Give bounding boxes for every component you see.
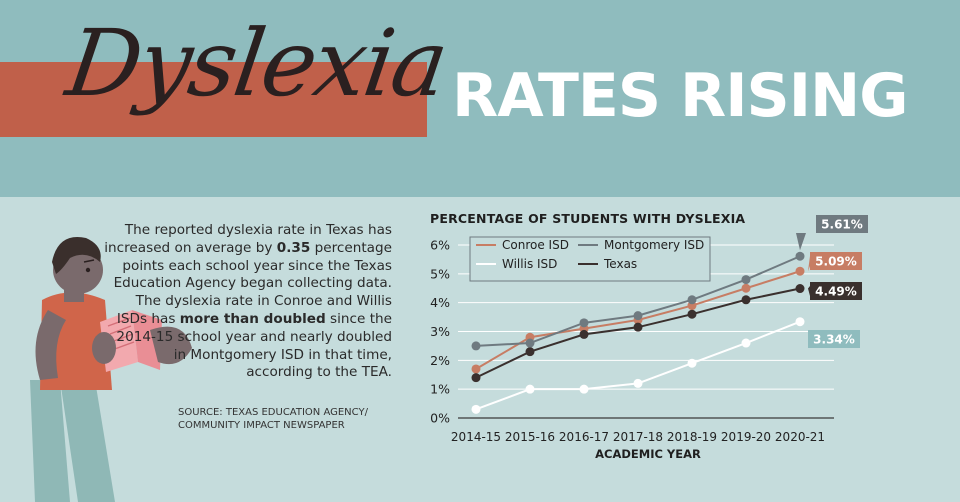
- value-callout: [816, 215, 868, 233]
- x-tick-label: 2019-20: [721, 430, 771, 444]
- data-point: [741, 283, 751, 293]
- y-tick-label: 0%: [430, 411, 450, 426]
- x-axis-title: ACADEMIC YEAR: [595, 447, 701, 461]
- y-tick-label: 3%: [430, 324, 450, 339]
- y-tick-label: 1%: [430, 382, 450, 397]
- legend-label: Texas: [603, 257, 637, 271]
- callout-pointer: [808, 256, 810, 272]
- x-tick-label: 2016-17: [559, 430, 609, 444]
- callout-pointer: [808, 286, 810, 296]
- data-point: [471, 341, 481, 351]
- value-label: 4.49%: [815, 285, 857, 299]
- value-label: 5.09%: [815, 255, 857, 269]
- y-tick-label: 6%: [430, 238, 450, 253]
- x-tick-label: 2018-19: [667, 430, 717, 444]
- data-point: [579, 384, 589, 394]
- y-tick-label: 4%: [430, 295, 450, 310]
- legend-label: Montgomery ISD: [604, 238, 704, 252]
- callout-pointer: [796, 233, 806, 251]
- data-point: [741, 295, 751, 305]
- data-point: [471, 373, 481, 383]
- x-tick-label: 2020-21: [775, 430, 825, 444]
- value-callout: [808, 330, 860, 348]
- data-point: [633, 311, 643, 321]
- data-point: [687, 309, 697, 319]
- title-accent-band: [0, 62, 427, 137]
- source-line-2: COMMUNITY IMPACT NEWSPAPER: [178, 419, 345, 431]
- y-tick-label: 2%: [430, 353, 450, 368]
- data-point: [525, 338, 535, 348]
- page-title: RATES RISING: [452, 61, 909, 131]
- legend-label: Willis ISD: [502, 257, 557, 271]
- intro-paragraph: The reported dyslexia rate in Texas has …: [104, 222, 392, 381]
- data-point: [471, 404, 481, 414]
- data-point: [687, 358, 697, 368]
- value-label: 3.34%: [813, 333, 855, 347]
- y-tick-label: 5%: [430, 266, 450, 281]
- data-point: [525, 347, 535, 357]
- x-tick-label: 2017-18: [613, 430, 663, 444]
- value-callout: [810, 252, 862, 270]
- data-point: [579, 318, 589, 328]
- chart-title: PERCENTAGE OF STUDENTS WITH DYSLEXIA: [430, 211, 746, 226]
- data-point: [741, 275, 751, 285]
- data-point: [633, 322, 643, 332]
- value-callout: [810, 282, 862, 300]
- data-point: [579, 329, 589, 339]
- series-line: [475, 287, 801, 379]
- data-point: [687, 295, 697, 305]
- data-point: [795, 251, 805, 261]
- data-point: [741, 338, 751, 348]
- data-point: [795, 266, 805, 276]
- data-point: [795, 317, 805, 327]
- data-point: [795, 284, 805, 294]
- source-line-1: SOURCE: TEXAS EDUCATION AGENCY/: [178, 407, 368, 418]
- data-point: [525, 384, 535, 394]
- value-label: 5.61%: [821, 218, 863, 232]
- x-tick-label: 2014-15: [451, 430, 501, 444]
- legend-label: Conroe ISD: [502, 238, 569, 252]
- reading-person-illustration: [30, 237, 192, 502]
- source-note: SOURCE: TEXAS EDUCATION AGENCY/ COMMUNIT…: [178, 407, 368, 432]
- series-line: [475, 320, 801, 411]
- data-point: [633, 378, 643, 388]
- data-point: [471, 364, 481, 374]
- x-tick-label: 2015-16: [505, 430, 555, 444]
